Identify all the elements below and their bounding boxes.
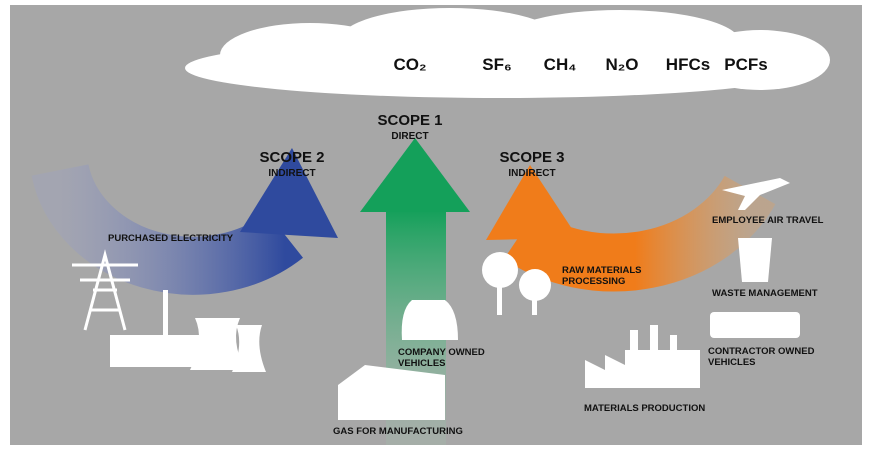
- label-line: MATERIALS PRODUCTION: [584, 403, 705, 414]
- source-label: CONTRACTOR OWNED VEHICLES: [708, 346, 815, 368]
- label-line: COMPANY OWNED: [398, 347, 485, 358]
- label-line: CONTRACTOR OWNED: [708, 346, 815, 357]
- source-label: EMPLOYEE AIR TRAVEL: [712, 215, 824, 226]
- gas-label: SF₆: [482, 55, 511, 74]
- sources: PURCHASED ELECTRICITY COMPANY OWNED VEHIC…: [108, 215, 824, 437]
- gas-label: HFCs: [666, 55, 710, 74]
- gases: CO₂ SF₆ CH₄ N₂O HFCs PCFs: [393, 55, 767, 74]
- scope-title: SCOPE 1: [377, 112, 442, 129]
- label-line: EMPLOYEE AIR TRAVEL: [712, 215, 824, 226]
- source-label: RAW MATERIALS PROCESSING: [562, 265, 642, 287]
- cloud: [185, 8, 830, 98]
- source-label: WASTE MANAGEMENT: [712, 288, 818, 299]
- source-label: GAS FOR MANUFACTURING: [333, 426, 463, 437]
- scope-title: SCOPE 2: [259, 149, 324, 166]
- gas-label: PCFs: [724, 55, 767, 74]
- label-line: VEHICLES: [398, 358, 446, 369]
- scopes: SCOPE 2 INDIRECT SCOPE 1 DIRECT SCOPE 3 …: [259, 112, 564, 179]
- scope2-arrow: [31, 148, 338, 295]
- source-label: MATERIALS PRODUCTION: [584, 403, 705, 414]
- scope3-arrow: [486, 165, 776, 292]
- scope-subtitle: INDIRECT: [508, 168, 555, 179]
- label-line: GAS FOR MANUFACTURING: [333, 426, 463, 437]
- label-line: VEHICLES: [708, 357, 756, 368]
- gas-label: N₂O: [605, 55, 638, 74]
- label-line: RAW MATERIALS: [562, 265, 642, 276]
- gas-label: CO₂: [393, 55, 426, 74]
- source-label: PURCHASED ELECTRICITY: [108, 233, 234, 244]
- icons: [72, 178, 800, 420]
- scope-subtitle: INDIRECT: [268, 168, 315, 179]
- gas-label: CH₄: [544, 55, 577, 74]
- label-line: WASTE MANAGEMENT: [712, 288, 818, 299]
- scope-subtitle: DIRECT: [391, 131, 428, 142]
- scope-title: SCOPE 3: [499, 149, 564, 166]
- label-line: PURCHASED ELECTRICITY: [108, 233, 234, 244]
- source-label: COMPANY OWNED VEHICLES: [398, 347, 485, 369]
- label-line: PROCESSING: [562, 276, 625, 287]
